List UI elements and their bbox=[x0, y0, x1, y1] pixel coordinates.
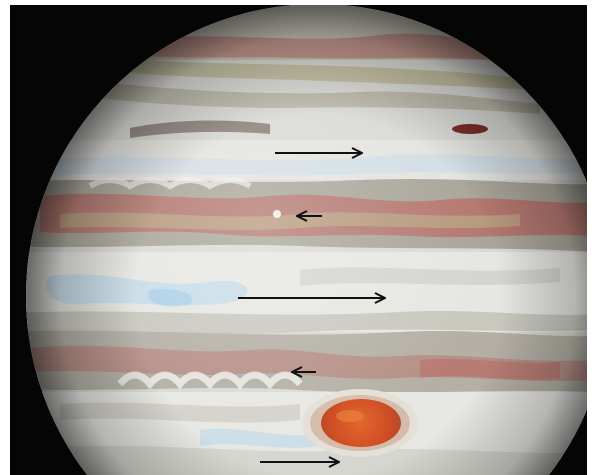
frame-right bbox=[587, 0, 597, 475]
great-red-spot bbox=[321, 399, 401, 447]
frame-top bbox=[0, 0, 597, 5]
wind-arrows bbox=[238, 153, 385, 462]
frame-left bbox=[0, 0, 10, 475]
